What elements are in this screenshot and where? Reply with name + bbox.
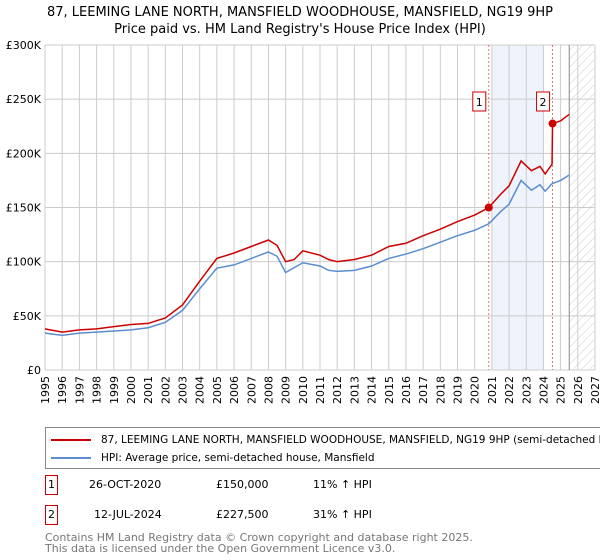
x-tick-label: 2020 <box>469 376 482 404</box>
y-tick-label: £200K <box>6 147 42 160</box>
x-tick-label: 2027 <box>589 376 600 404</box>
sale-date: 26-OCT-2020 <box>89 478 162 491</box>
sale-point <box>484 203 493 212</box>
sale-point <box>548 119 557 128</box>
y-tick-label: £250K <box>6 93 42 106</box>
y-tick-label: £100K <box>6 256 42 269</box>
sale-price: £150,000 <box>216 478 269 491</box>
x-tick-label: 2004 <box>194 376 207 404</box>
x-tick-label: 2016 <box>400 376 413 404</box>
x-tick-label: 2024 <box>537 376 550 404</box>
sale-hpi: 11% ↑ HPI <box>313 478 372 491</box>
sale-label: 2 <box>540 96 547 109</box>
x-tick-label: 2017 <box>417 376 430 404</box>
legend-swatch-blue <box>51 457 91 459</box>
x-tick-label: 2008 <box>262 376 275 404</box>
x-tick-label: 2018 <box>434 376 447 404</box>
sale-badge: 2 <box>45 505 58 525</box>
series-line <box>44 174 570 337</box>
x-tick-label: 2012 <box>331 376 344 404</box>
x-tick-label: 1995 <box>39 376 52 404</box>
series-line <box>44 113 570 333</box>
x-tick-label: 2022 <box>503 376 516 404</box>
x-tick-label: 2005 <box>211 376 224 404</box>
x-tick-label: 2019 <box>452 376 465 404</box>
x-tick-label: 1996 <box>56 376 69 404</box>
sale-hpi: 31% ↑ HPI <box>313 508 372 521</box>
x-tick-label: 2001 <box>142 376 155 404</box>
legend-item-hpi: HPI: Average price, semi-detached house,… <box>51 450 375 466</box>
x-tick-label: 2011 <box>314 376 327 404</box>
x-tick-label: 2010 <box>297 376 310 404</box>
y-tick-label: £0 <box>27 364 41 377</box>
sale-price: £227,500 <box>216 508 269 521</box>
title-line-2: Price paid vs. HM Land Registry's House … <box>114 22 486 37</box>
footer-line: This data is licensed under the Open Gov… <box>45 542 396 555</box>
y-tick-label: £150K <box>6 202 42 215</box>
x-tick-label: 1999 <box>108 376 121 404</box>
legend-label: HPI: Average price, semi-detached house,… <box>101 452 375 464</box>
x-tick-label: 2025 <box>555 376 568 404</box>
chart-title: 87, LEEMING LANE NORTH, MANSFIELD WOODHO… <box>0 4 600 38</box>
sale-label: 1 <box>476 96 483 109</box>
legend-item-property: 87, LEEMING LANE NORTH, MANSFIELD WOODHO… <box>51 432 600 448</box>
sale-badge: 1 <box>45 475 58 495</box>
x-tick-label: 2000 <box>125 376 138 404</box>
footer-line: Contains HM Land Registry data © Crown c… <box>45 531 473 544</box>
sale-label-box <box>472 91 487 112</box>
price-chart: 1995 1996 1997 1998 1999 2000 2001 2002 2003 2004… <box>6 39 600 404</box>
x-tick-label: 2013 <box>348 376 361 404</box>
x-tick-label: 2003 <box>177 376 190 404</box>
x-tick-label: 2023 <box>520 376 533 404</box>
x-tick-label: 2006 <box>228 376 241 404</box>
footer: Contains HM Land Registry data © Crown c… <box>45 532 473 554</box>
y-tick-label: £300K <box>6 39 42 52</box>
x-tick-label: 2007 <box>245 376 258 404</box>
x-tick-label: 2026 <box>572 376 585 404</box>
legend-label: 87, LEEMING LANE NORTH, MANSFIELD WOODHO… <box>101 434 600 446</box>
x-tick-label: 2015 <box>383 376 396 404</box>
x-tick-label: 2014 <box>366 376 379 404</box>
sale-label-box <box>536 91 551 112</box>
sale-date: 12-JUL-2024 <box>94 508 162 521</box>
title-line-1: 87, LEEMING LANE NORTH, MANSFIELD WOODHO… <box>46 5 554 20</box>
legend-swatch-red <box>51 439 91 441</box>
x-tick-label: 2009 <box>280 376 293 404</box>
x-tick-label: 2002 <box>159 376 172 404</box>
x-tick-label: 1998 <box>91 376 104 404</box>
legend: 87, LEEMING LANE NORTH, MANSFIELD WOODHO… <box>45 427 600 469</box>
y-tick-label: £50K <box>13 310 42 323</box>
x-tick-label: 2021 <box>486 376 499 404</box>
x-tick-label: 1997 <box>73 376 86 404</box>
